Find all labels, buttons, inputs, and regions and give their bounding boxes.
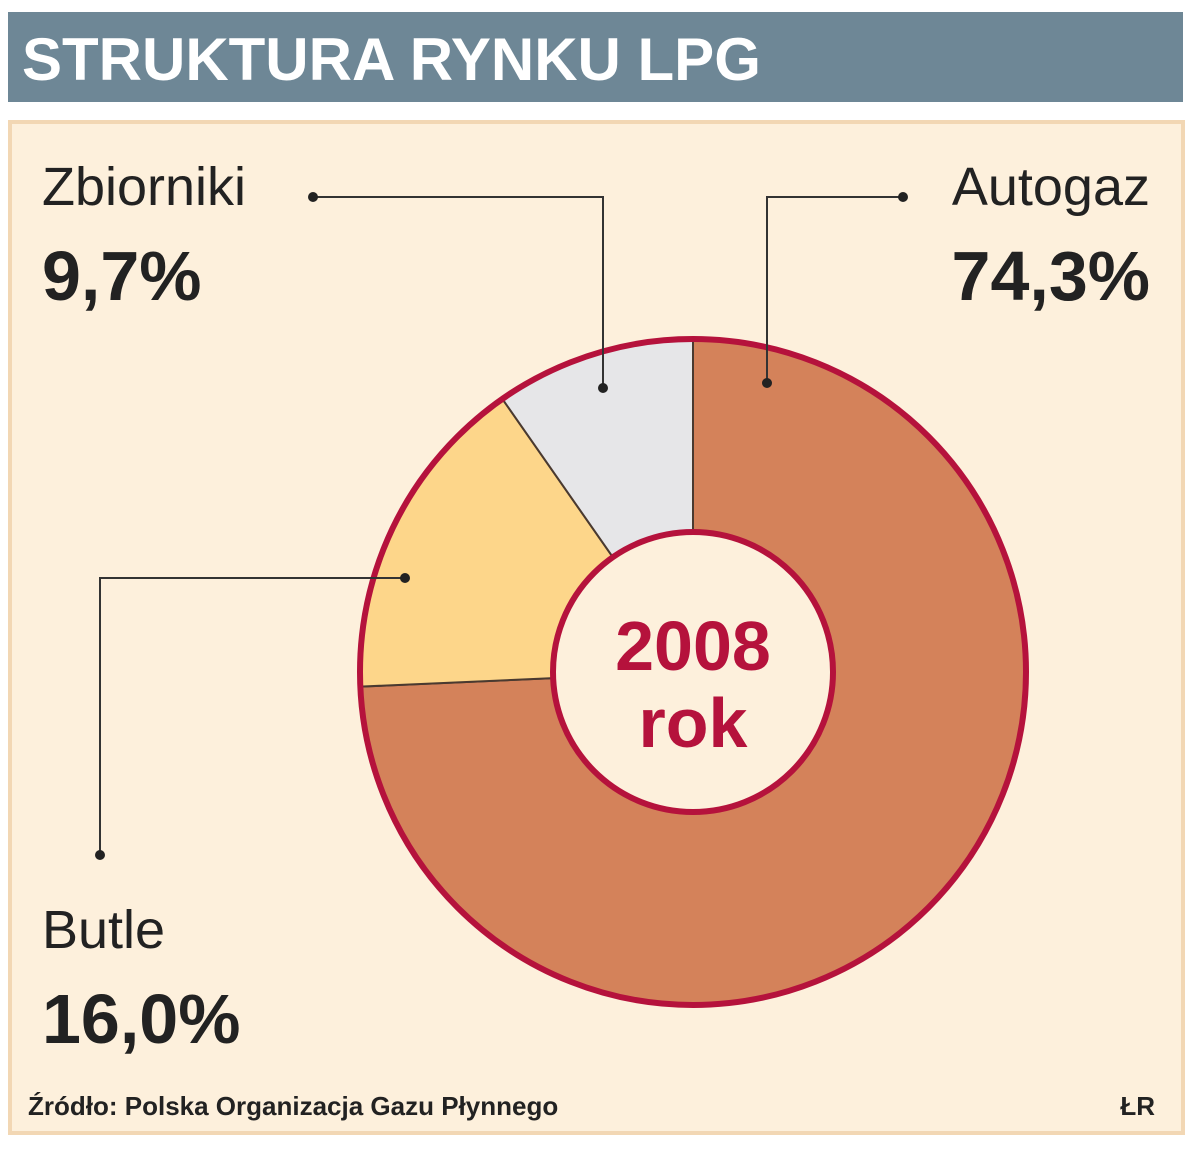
leader-dot [898, 192, 908, 202]
title-bar [8, 12, 1183, 102]
outer-ring [357, 336, 1029, 1008]
credit: ŁR [1120, 1091, 1155, 1121]
leader-line [766, 196, 903, 383]
value-label: 9,7% [42, 237, 202, 315]
slice-label: Autogaz [952, 157, 1150, 217]
center-subtext: rok [639, 684, 748, 762]
source: Źródło: Polska Organizacja Gazu Płynnego [28, 1091, 558, 1121]
slice-label: Zbiorniki [42, 157, 246, 217]
leader-dot [762, 378, 772, 388]
slice-label: Butle [42, 900, 165, 960]
leader-line [99, 577, 405, 855]
chart-title: STRUKTURA RYNKU LPG [22, 26, 761, 93]
leader-dot [95, 850, 105, 860]
leader-dot [308, 192, 318, 202]
leader-dot [400, 573, 410, 583]
center-disc [550, 529, 836, 815]
value-label: 74,3% [952, 237, 1150, 315]
center-text: 2008 [615, 607, 771, 685]
leader-line [313, 196, 604, 388]
leader-dot [598, 383, 608, 393]
value-label: 16,0% [42, 980, 240, 1058]
